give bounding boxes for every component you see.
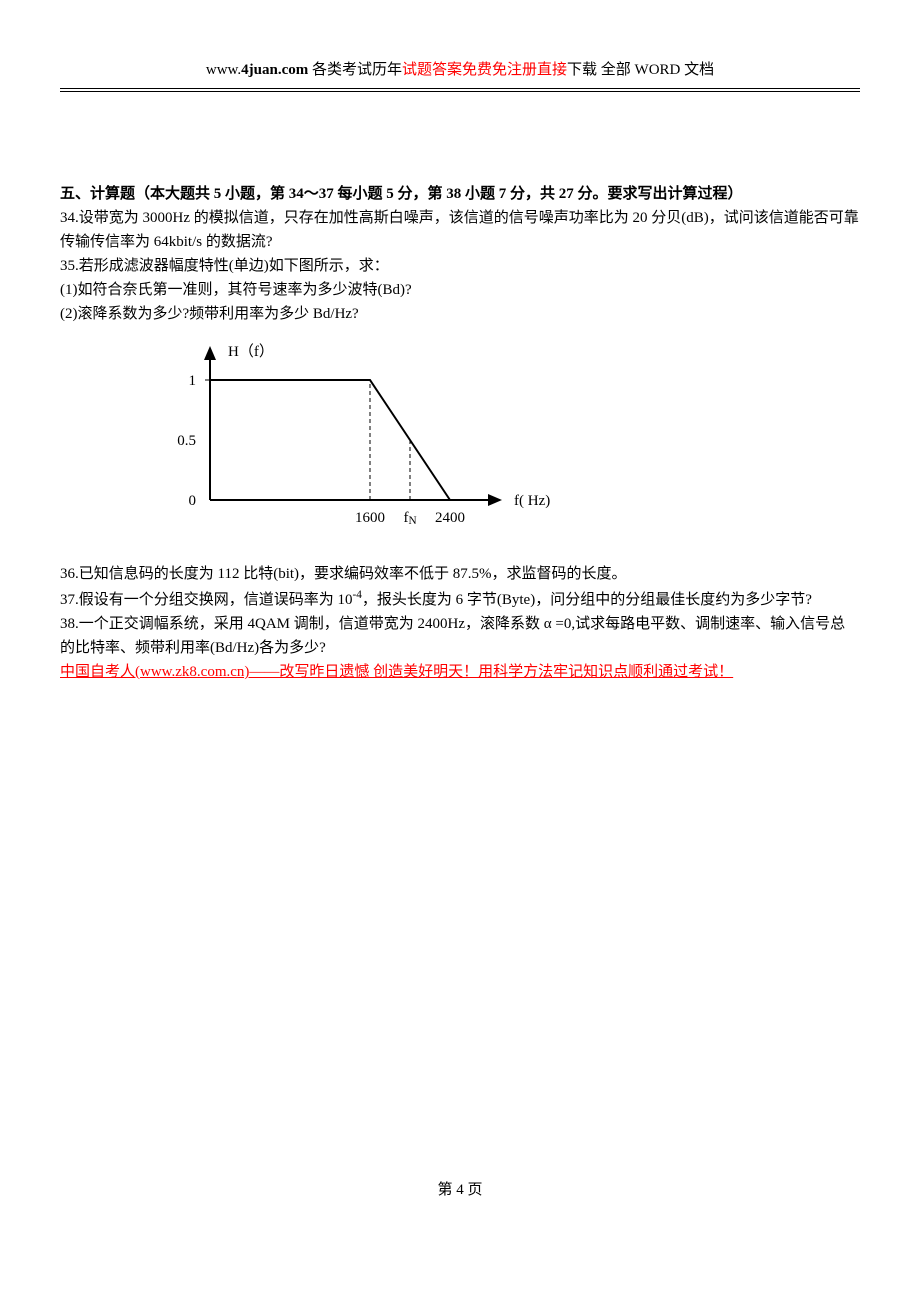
- svg-text:1: 1: [189, 373, 197, 389]
- svg-text:1600: 1600: [355, 510, 385, 526]
- header-domain: 4juan.com: [241, 62, 308, 78]
- filter-figure: 0 0.5 1 H（f） 1600 fN 2400 f( Hz): [140, 340, 860, 548]
- page-number: 第 4 页: [437, 1182, 482, 1198]
- question-35: 35.若形成滤波器幅度特性(单边)如下图所示，求：: [60, 254, 860, 278]
- header-mid: 各类考试历年: [308, 62, 402, 78]
- svg-text:f( Hz): f( Hz): [514, 493, 550, 509]
- header-red: 试题答案免费免注册直接: [402, 62, 567, 78]
- header-suffix: 下载 全部 WORD 文档: [567, 62, 714, 78]
- svg-text:H（f）: H（f）: [228, 343, 274, 360]
- q37-part-a: 37.假设有一个分组交换网，信道误码率为 10: [60, 592, 353, 608]
- q37-part-b: ，报头长度为 6 字节(Byte)，问分组中的分组最佳长度约为多少字节?: [362, 592, 812, 608]
- page-footer: 第 4 页: [0, 1178, 920, 1202]
- q37-sup: -4: [353, 589, 362, 601]
- header-rule: [60, 91, 860, 92]
- svg-text:0: 0: [189, 493, 197, 509]
- question-35-sub2: (2)滚降系数为多少?频带利用率为多少 Bd/Hz?: [60, 302, 860, 326]
- filter-chart-svg: 0 0.5 1 H（f） 1600 fN 2400 f( Hz): [140, 340, 560, 540]
- question-35-sub1: (1)如符合奈氏第一准则，其符号速率为多少波特(Bd)?: [60, 278, 860, 302]
- question-37: 37.假设有一个分组交换网，信道误码率为 10-4，报头长度为 6 字节(Byt…: [60, 586, 860, 612]
- header-prefix: www.: [206, 62, 241, 78]
- question-38: 38.一个正交调幅系统，采用 4QAM 调制，信道带宽为 2400Hz，滚降系数…: [60, 612, 860, 660]
- svg-text:2400: 2400: [435, 510, 465, 526]
- question-36: 36.已知信息码的长度为 112 比特(bit)，要求编码效率不低于 87.5%…: [60, 562, 860, 586]
- svg-text:fN: fN: [403, 510, 416, 527]
- question-34: 34.设带宽为 3000Hz 的模拟信道，只存在加性高斯白噪声，该信道的信号噪声…: [60, 206, 860, 254]
- promo-line: 中国自考人(www.zk8.com.cn)——改写昨日遗憾 创造美好明天！用科学…: [60, 660, 860, 684]
- page-header: www.4juan.com 各类考试历年试题答案免费免注册直接下载 全部 WOR…: [60, 58, 860, 89]
- svg-text:0.5: 0.5: [177, 433, 196, 449]
- section-5-title: 五、计算题（本大题共 5 小题，第 34～37 每小题 5 分，第 38 小题 …: [60, 182, 860, 206]
- content-body: 五、计算题（本大题共 5 小题，第 34～37 每小题 5 分，第 38 小题 …: [60, 182, 860, 684]
